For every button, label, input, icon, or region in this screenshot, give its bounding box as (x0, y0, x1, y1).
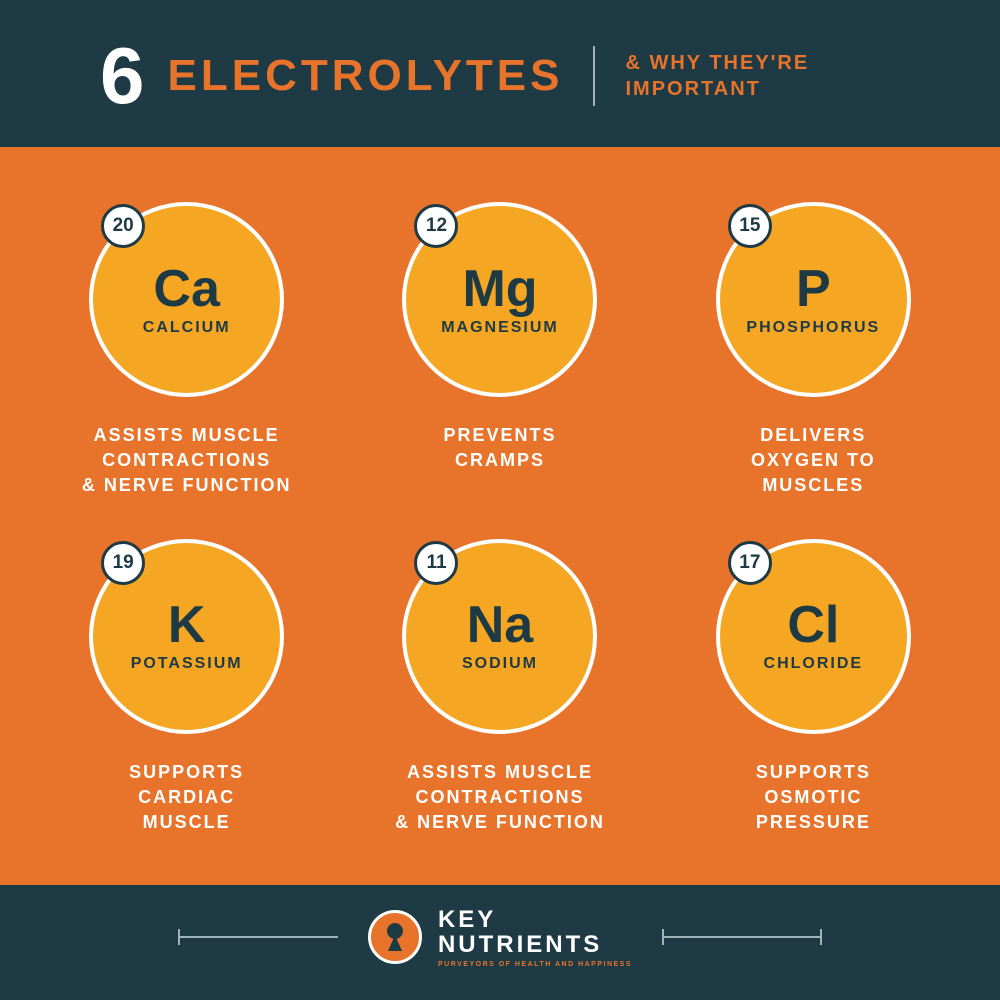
element-description: PREVENTS CRAMPS (443, 423, 556, 473)
atomic-number-badge: 20 (101, 204, 145, 248)
electrolyte-grid: Ca CALCIUM 20 ASSISTS MUSCLE CONTRACTION… (45, 202, 955, 835)
element-name: PHOSPHORUS (746, 319, 880, 337)
atomic-number-badge: 15 (728, 204, 772, 248)
element-card: Na SODIUM 11 ASSISTS MUSCLE CONTRACTIONS… (358, 539, 641, 836)
footer: KEY NUTRIENTS PURVEYORS OF HEALTH AND HA… (0, 885, 1000, 989)
element-description: SUPPORTS OSMOTIC PRESSURE (756, 760, 871, 836)
element-card: Cl CHLORIDE 17 SUPPORTS OSMOTIC PRESSURE (672, 539, 955, 836)
element-circle-wrap: Ca CALCIUM 20 (89, 202, 284, 397)
element-description: DELIVERS OXYGEN TO MUSCLES (751, 423, 876, 499)
element-card: Mg MAGNESIUM 12 PREVENTS CRAMPS (358, 202, 641, 499)
element-circle-wrap: K POTASSIUM 19 (89, 539, 284, 734)
element-symbol: Mg (462, 263, 537, 315)
element-circle-wrap: Cl CHLORIDE 17 (716, 539, 911, 734)
element-name: POTASSIUM (131, 655, 243, 673)
footer-divider-left (178, 936, 338, 938)
element-symbol: Cl (787, 599, 839, 651)
element-circle-wrap: Na SODIUM 11 (402, 539, 597, 734)
element-name: CHLORIDE (764, 655, 864, 673)
brand-name-line1: KEY (438, 907, 632, 932)
element-description: SUPPORTS CARDIAC MUSCLE (129, 760, 244, 836)
element-circle-wrap: P PHOSPHORUS 15 (716, 202, 911, 397)
element-card: Ca CALCIUM 20 ASSISTS MUSCLE CONTRACTION… (45, 202, 328, 499)
footer-logo: KEY NUTRIENTS PURVEYORS OF HEALTH AND HA… (368, 907, 632, 967)
header-divider (593, 46, 595, 106)
element-card: K POTASSIUM 19 SUPPORTS CARDIAC MUSCLE (45, 539, 328, 836)
atomic-number-badge: 11 (414, 541, 458, 585)
footer-divider-right (662, 936, 822, 938)
main-panel: Ca CALCIUM 20 ASSISTS MUSCLE CONTRACTION… (0, 147, 1000, 885)
atomic-number-badge: 17 (728, 541, 772, 585)
element-description: ASSISTS MUSCLE CONTRACTIONS & NERVE FUNC… (82, 423, 292, 499)
element-description: ASSISTS MUSCLE CONTRACTIONS & NERVE FUNC… (395, 760, 605, 836)
header-subtitle: & WHY THEY'RE IMPORTANT (625, 50, 809, 102)
header-title: ELECTROLYTES (168, 51, 564, 101)
element-symbol: Ca (153, 263, 219, 315)
brand-tagline ANDS: PURVEYORS OF HEALTH AND HAPPINESS (438, 961, 632, 968)
keyhole-icon (368, 910, 422, 964)
atomic-number-badge: 19 (101, 541, 145, 585)
element-symbol: Na (467, 599, 533, 651)
element-symbol: P (796, 263, 831, 315)
footer-text: KEY NUTRIENTS PURVEYORS OF HEALTH AND HA… (438, 907, 632, 967)
element-name: MAGNESIUM (441, 319, 559, 337)
header: 6 ELECTROLYTES & WHY THEY'RE IMPORTANT (0, 0, 1000, 147)
element-name: CALCIUM (143, 319, 231, 337)
element-symbol: K (168, 599, 206, 651)
brand-name-line2: NUTRIENTS (438, 932, 632, 957)
element-card: P PHOSPHORUS 15 DELIVERS OXYGEN TO MUSCL… (672, 202, 955, 499)
header-number: 6 (100, 30, 143, 122)
element-name: SODIUM (462, 655, 538, 673)
element-circle-wrap: Mg MAGNESIUM 12 (402, 202, 597, 397)
